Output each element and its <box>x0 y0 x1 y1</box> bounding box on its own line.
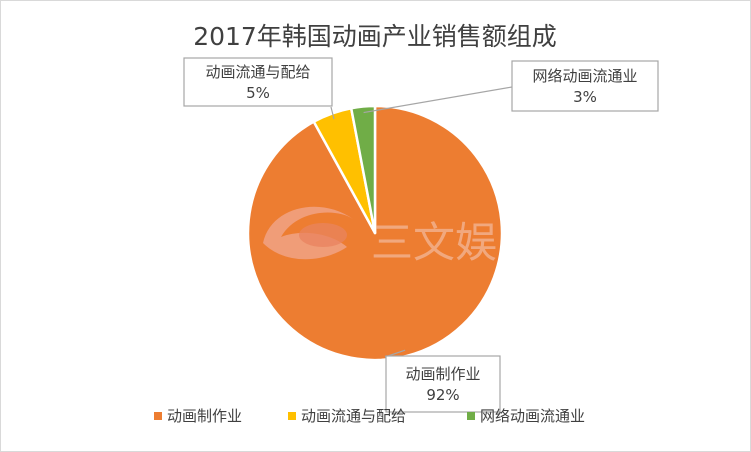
legend-swatch <box>288 412 296 420</box>
legend-entry-2: 动画流通与配给 <box>288 407 406 425</box>
watermark-logo: 三文娱 <box>263 206 497 267</box>
legend-entry-1: 动画制作业 <box>154 407 242 425</box>
data-label-category: 网络动画流通业 <box>532 67 637 85</box>
legend-entry-3: 网络动画流通业 <box>467 407 585 425</box>
legend: 动画制作业 动画流通与配给 网络动画流通业 <box>154 407 585 425</box>
leader-line <box>330 106 335 120</box>
leader-line <box>363 86 513 114</box>
data-label-1: 动画制作业 92% <box>384 349 501 413</box>
data-label-category: 动画制作业 <box>405 365 480 383</box>
data-label-box <box>511 60 659 112</box>
data-label-value: 5% <box>246 84 270 102</box>
data-label-category: 动画流通与配给 <box>205 63 310 81</box>
data-labels: 动画制作业 92% 动画流通与配给 5% 网络动画流通业 3% <box>183 57 659 413</box>
data-label-3: 网络动画流通业 3% <box>363 60 659 114</box>
chart-title: 2017年韩国动画产业销售额组成 <box>193 22 557 51</box>
data-label-value: 3% <box>573 88 597 106</box>
legend-label: 动画流通与配给 <box>301 407 406 425</box>
legend-label: 动画制作业 <box>167 407 242 425</box>
data-label-2: 动画流通与配给 5% <box>183 57 335 120</box>
legend-swatch <box>154 412 162 420</box>
legend-label: 网络动画流通业 <box>480 407 585 425</box>
data-label-box <box>385 355 501 413</box>
watermark-leaf-icon <box>299 223 347 247</box>
pie-slice-3 <box>349 104 377 235</box>
data-label-value: 92% <box>426 386 459 404</box>
data-label-box <box>183 57 333 107</box>
legend-swatch <box>467 412 475 420</box>
watermark-text: 三文娱 <box>371 218 497 267</box>
